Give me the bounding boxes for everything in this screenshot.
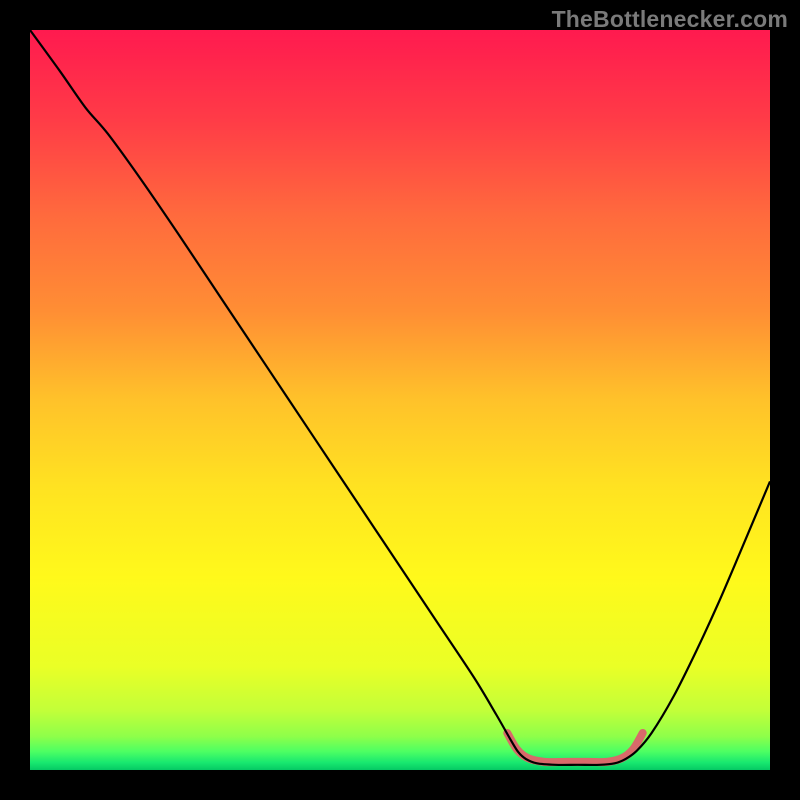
bottleneck-chart — [30, 30, 770, 770]
chart-svg — [30, 30, 770, 770]
watermark-text: TheBottlenecker.com — [552, 6, 788, 33]
chart-background — [30, 30, 770, 770]
chart-container: TheBottlenecker.com — [0, 0, 800, 800]
